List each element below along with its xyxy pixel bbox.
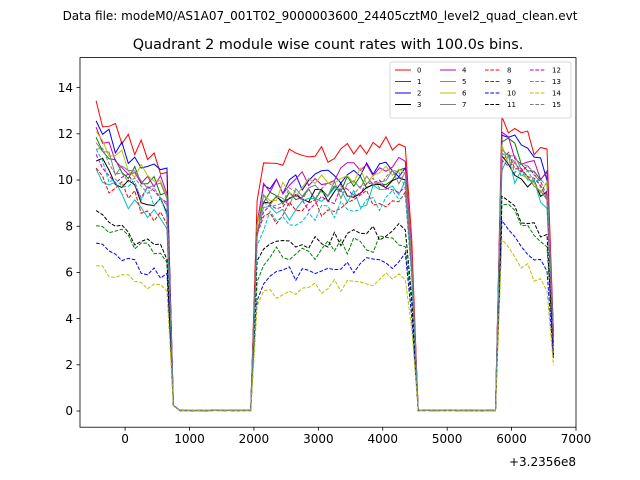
legend-label-8: 8 — [507, 67, 511, 75]
series-line-13 — [95, 148, 554, 412]
legend-label-10: 10 — [507, 90, 516, 98]
y-tick-label: 4 — [65, 312, 73, 326]
y-tick-label: 8 — [65, 219, 73, 233]
figure-suptitle: Data file: modeM0/AS1A07_001T02_90000036… — [63, 9, 578, 23]
y-tick-label: 6 — [65, 266, 73, 280]
y-tick-label: 12 — [58, 127, 73, 141]
chart-title: Quadrant 2 module wise count rates with … — [133, 37, 524, 53]
x-axis-offset-label: +3.2356e8 — [509, 455, 576, 469]
x-tick-label: 3000 — [303, 432, 334, 446]
y-axis: 0 2 4 6 8 10 12 14 — [58, 81, 80, 418]
series-layer — [95, 100, 554, 412]
x-tick-label: 4000 — [367, 432, 398, 446]
legend-label-14: 14 — [552, 90, 561, 98]
legend-label-11: 11 — [507, 101, 516, 109]
x-tick-label: 5000 — [432, 432, 463, 446]
legend-label-1: 1 — [417, 78, 421, 86]
legend-label-12: 12 — [552, 67, 561, 75]
y-tick-label: 10 — [58, 173, 73, 187]
legend-label-7: 7 — [462, 101, 466, 109]
series-line-15 — [96, 147, 554, 412]
legend-frame — [389, 61, 572, 119]
legend-label-0: 0 — [417, 67, 421, 75]
x-tick-label: 2000 — [239, 432, 270, 446]
y-tick-label: 2 — [65, 358, 73, 372]
legend-label-3: 3 — [417, 101, 421, 109]
legend-label-4: 4 — [462, 67, 467, 75]
x-tick-label: 6000 — [496, 432, 527, 446]
axes-frame — [79, 57, 577, 428]
y-tick-label: 0 — [65, 404, 73, 418]
legend-label-15: 15 — [552, 101, 561, 109]
x-tick-label: 0 — [121, 432, 129, 446]
legend-label-2: 2 — [417, 90, 421, 98]
legend-label-9: 9 — [507, 78, 511, 86]
legend-label-5: 5 — [462, 78, 466, 86]
legend-label-13: 13 — [552, 78, 561, 86]
legend-label-6: 6 — [462, 90, 467, 98]
x-tick-label: 7000 — [561, 432, 592, 446]
y-tick-label: 14 — [58, 81, 73, 95]
x-tick-label: 1000 — [174, 432, 205, 446]
x-axis: 0 1000 2000 3000 4000 5000 6000 7000 — [121, 427, 591, 446]
